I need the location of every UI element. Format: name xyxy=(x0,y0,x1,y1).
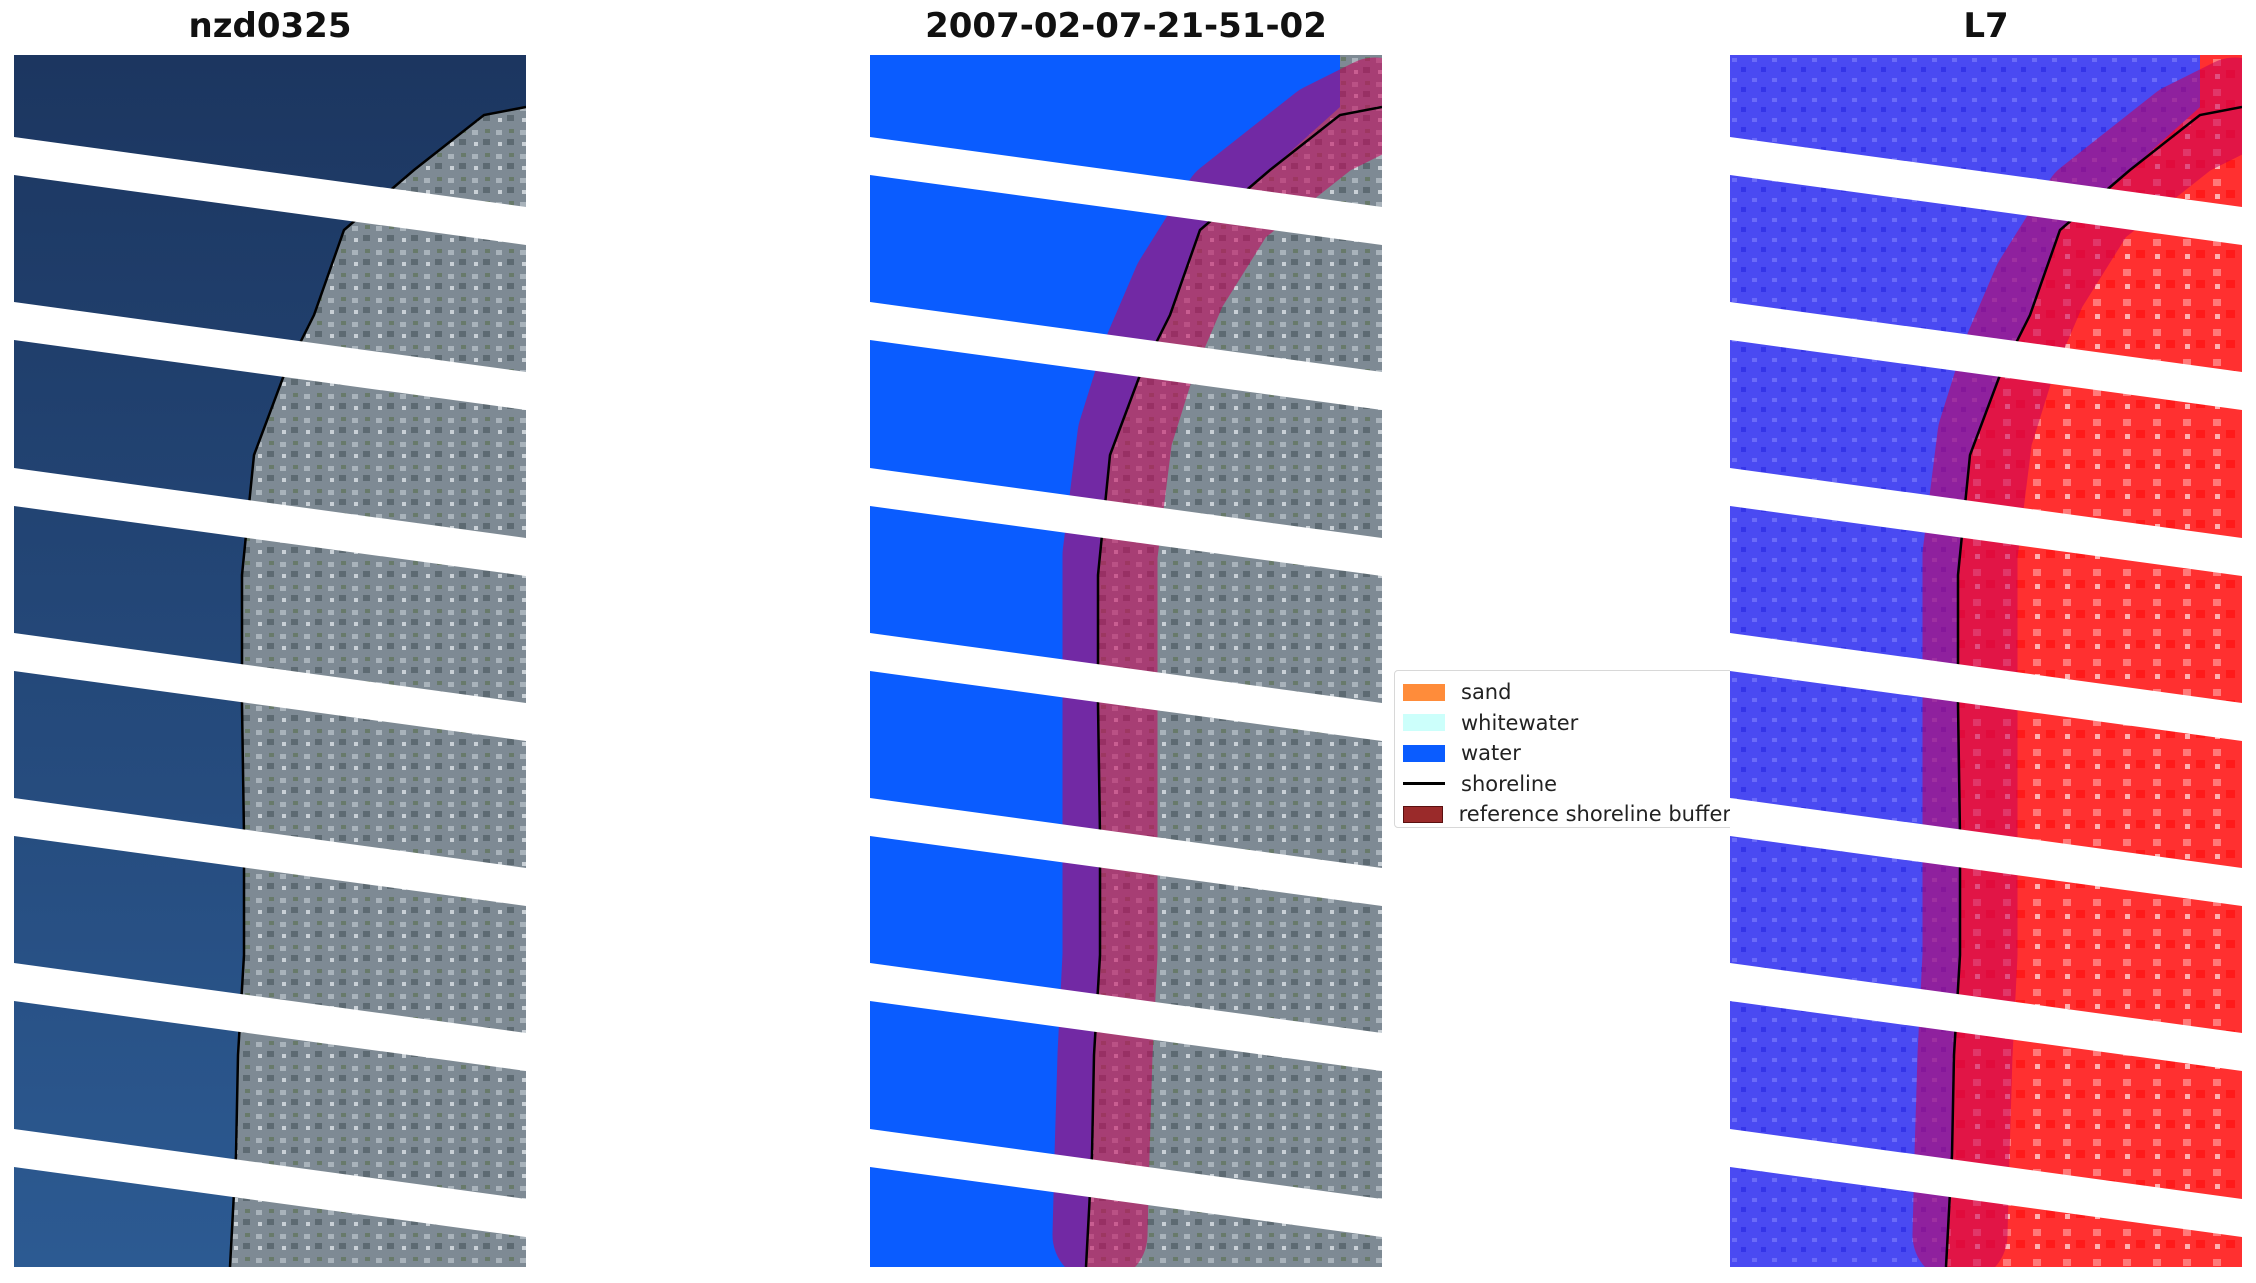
scan-gaps xyxy=(870,137,1382,1237)
classified-image-panel xyxy=(870,55,1382,1267)
legend-label-whitewater: whitewater xyxy=(1461,710,1579,735)
legend-item-water: water xyxy=(1403,738,1731,769)
panel-title-classified: 2007-02-07-21-51-02 xyxy=(925,6,1327,46)
scan-gaps xyxy=(14,137,526,1237)
legend-item-shoreline: shoreline xyxy=(1403,769,1731,800)
water-swatch xyxy=(1403,744,1445,762)
legend-item-buffer: reference shoreline buffer xyxy=(1403,799,1731,830)
scan-gaps xyxy=(1730,137,2242,1237)
whitewater-swatch xyxy=(1403,714,1445,732)
legend-label-buffer: reference shoreline buffer xyxy=(1458,802,1731,827)
panel-title-index: L7 xyxy=(1963,6,2009,46)
legend-item-whitewater: whitewater xyxy=(1403,708,1731,739)
panel-title-rgb: nzd0325 xyxy=(188,6,352,46)
buffer-swatch xyxy=(1403,805,1443,823)
legend-label-water: water xyxy=(1461,741,1521,766)
legend: sand whitewater water shoreline referenc… xyxy=(1394,670,1740,828)
sand-swatch xyxy=(1403,683,1445,701)
index-image-panel xyxy=(1730,55,2242,1267)
legend-label-sand: sand xyxy=(1461,680,1512,705)
rgb-image-panel xyxy=(14,55,526,1267)
legend-item-sand: sand xyxy=(1403,677,1731,708)
legend-label-shoreline: shoreline xyxy=(1461,771,1558,796)
shoreline-line-swatch xyxy=(1403,782,1445,786)
